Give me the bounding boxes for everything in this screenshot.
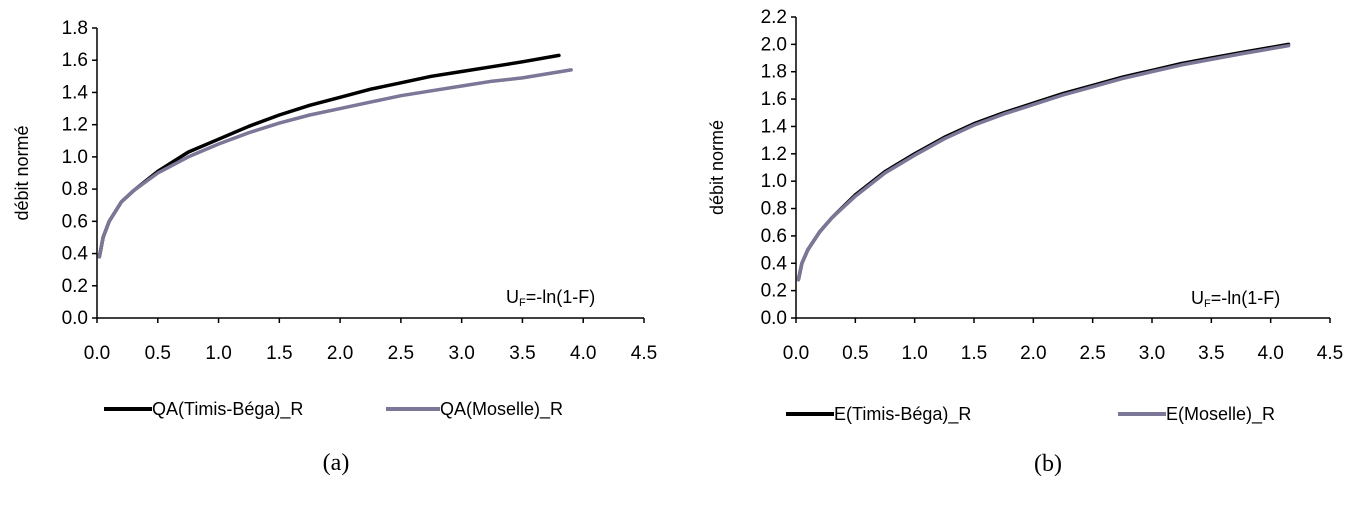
chart-panel-a: 0.0 0.2 0.4 0.6 0.8 1.0 1.2 1.4 1.6 1.8 0.0 0.5 1.0 1…	[12, 18, 657, 476]
y-tick-label: 0.8	[761, 199, 787, 220]
x-tick-label: 2.5	[388, 343, 414, 364]
legend-label: E(Timis-Béga)_R	[834, 404, 971, 425]
y-tick-label: 1.0	[62, 147, 88, 168]
y-tick-label: 0.6	[761, 226, 787, 247]
x-tick-label: 3.5	[509, 343, 535, 364]
series-line-timis-bega	[796, 42, 1291, 282]
y-tick-label: 0.2	[62, 276, 88, 297]
x-tick-label: 1.5	[961, 343, 987, 364]
y-tick-label: 1.2	[62, 115, 88, 136]
x-tick-label: 4.5	[631, 343, 657, 364]
y-tick-label: 0.4	[62, 244, 89, 265]
x-tick-label: 3.5	[1198, 343, 1224, 364]
y-tick-label: 0.8	[62, 179, 88, 200]
x-tick-label: 2.0	[1020, 343, 1046, 364]
x-tick-label: 0.5	[145, 343, 171, 364]
y-tick-label: 1.2	[761, 144, 787, 165]
x-tick-label: 1.0	[901, 343, 927, 364]
panel-caption: (a)	[323, 450, 350, 476]
x-tick-label: 2.5	[1079, 343, 1105, 364]
series-line-moselle	[97, 68, 573, 259]
series-line-moselle	[796, 43, 1291, 282]
chart-panel-b: 0.0 0.2 0.4 0.6 0.8 1.0 1.2 1.4 1.6 1.8 2.0 2.2 0.0 0…	[707, 7, 1343, 477]
y-tick-label: 0.0	[62, 308, 88, 329]
y-tick-label: 0.2	[761, 281, 787, 302]
y-tick-label: 1.6	[761, 89, 787, 110]
y-tick-label: 1.8	[62, 18, 88, 39]
x-tick-label: 3.0	[1139, 343, 1165, 364]
legend-label: E(Moselle)_R	[1166, 404, 1275, 425]
x-tick-label: 0.0	[84, 343, 110, 364]
legend-label: QA(Timis-Béga)_R	[152, 399, 303, 420]
x-tick-label: 0.0	[783, 343, 809, 364]
y-tick-label: 1.4	[761, 116, 788, 137]
x-tick-label: 4.0	[1257, 343, 1283, 364]
x-tick-label: 1.0	[205, 343, 231, 364]
series-line-timis-bega	[97, 53, 561, 259]
x-tick-label: 4.0	[570, 343, 596, 364]
x-tick-label: 0.5	[842, 343, 868, 364]
y-tick-label: 1.8	[761, 62, 787, 83]
y-axis-label: débit normé	[707, 120, 727, 215]
x-tick-label: 2.0	[327, 343, 353, 364]
y-tick-label: 2.0	[761, 34, 787, 55]
x-tick-label: 4.5	[1317, 343, 1343, 364]
panel-caption: (b)	[1034, 451, 1062, 477]
y-tick-label: 1.6	[62, 50, 88, 71]
formula-annotation: UF=-ln(1-F)	[1191, 288, 1280, 310]
x-tick-label: 3.0	[448, 343, 474, 364]
y-axis-label: débit normé	[12, 125, 32, 220]
y-tick-label: 2.2	[761, 7, 787, 28]
y-tick-label: 0.6	[62, 211, 88, 232]
legend-label: QA(Moselle)_R	[440, 399, 563, 420]
y-tick-label: 0.0	[761, 308, 787, 329]
formula-annotation: UF=-ln(1-F)	[506, 287, 595, 309]
y-tick-label: 1.4	[62, 82, 89, 103]
y-tick-label: 1.0	[761, 171, 787, 192]
x-tick-label: 1.5	[266, 343, 292, 364]
y-tick-label: 0.4	[761, 253, 788, 274]
